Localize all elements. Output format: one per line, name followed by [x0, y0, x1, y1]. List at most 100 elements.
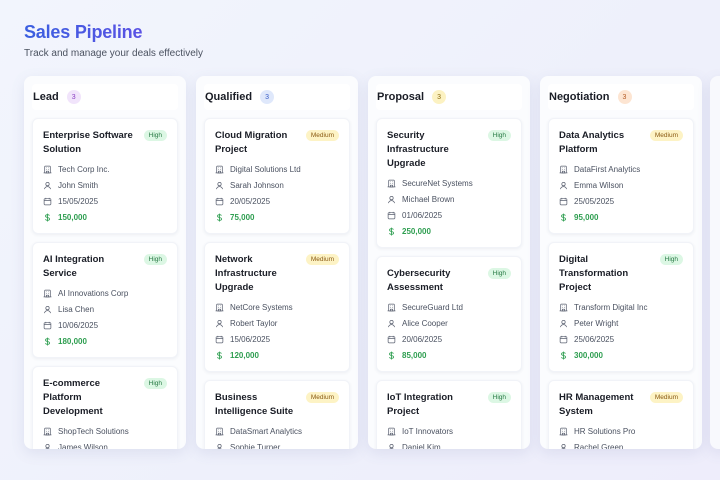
- deal-card[interactable]: Data Analytics Platform Medium DataFirst…: [548, 118, 694, 234]
- company-row: SecureNet Systems: [387, 175, 511, 191]
- deal-card[interactable]: AI Integration Service High AI Innovatio…: [32, 242, 178, 358]
- company-name: NetCore Systems: [230, 302, 293, 312]
- company-name: DataFirst Analytics: [574, 164, 641, 174]
- value-row: 75,000: [215, 209, 339, 225]
- priority-badge: Medium: [305, 130, 339, 141]
- dollar-icon: [560, 213, 567, 221]
- deal-card[interactable]: Business Intelligence Suite Medium DataS…: [204, 380, 350, 449]
- priority-badge: High: [143, 254, 167, 265]
- deal-card[interactable]: HR Management System Medium HR Solutions…: [548, 380, 694, 449]
- contact-name: Sarah Johnson: [230, 180, 284, 190]
- contact-name: Emma Wilson: [574, 180, 624, 190]
- contact-row: Peter Wright: [559, 315, 683, 331]
- building-icon: [559, 427, 568, 435]
- user-icon: [560, 181, 567, 189]
- contact-name: Rachel Green: [574, 442, 624, 450]
- contact-name: Alice Cooper: [402, 318, 448, 328]
- deal-title: IoT Integration Project: [387, 392, 453, 417]
- deal-card[interactable]: Cloud Migration Project Medium Digital S…: [204, 118, 350, 234]
- deal-title: Network Infrastructure Upgrade: [215, 254, 277, 293]
- date-row: 01/06/2025: [387, 207, 511, 223]
- card-list[interactable]: Data Analytics Platform Medium DataFirst…: [548, 118, 694, 449]
- company-row: AI Innovations Corp: [43, 285, 167, 301]
- column-count-badge: 3: [66, 90, 81, 104]
- contact-row: Michael Brown: [387, 191, 511, 207]
- column-count-badge: 3: [432, 90, 447, 104]
- building-icon: [215, 303, 224, 311]
- company-row: IoT Innovators: [387, 423, 511, 439]
- pipeline-column-qualified: Qualified 3 Cloud Migration Project Medi…: [196, 76, 358, 449]
- building-icon: [43, 165, 52, 173]
- company-name: HR Solutions Pro: [574, 426, 636, 436]
- calendar-icon: [559, 197, 568, 205]
- page-subtitle: Track and manage your deals effectively: [24, 48, 203, 59]
- contact-name: Sophie Turner: [230, 442, 281, 450]
- pipeline-column-lead: Lead 3 Enterprise Software Solution High…: [24, 76, 186, 449]
- deal-value: 250,000: [402, 226, 431, 236]
- deal-value: 120,000: [230, 350, 259, 360]
- date-row: 25/06/2025: [559, 331, 683, 347]
- close-date: 15/05/2025: [58, 196, 99, 206]
- user-icon: [560, 319, 567, 327]
- contact-name: Daniel Kim: [402, 442, 441, 450]
- priority-badge: Medium: [305, 254, 339, 265]
- value-row: 150,000: [43, 209, 167, 225]
- deal-card[interactable]: Network Infrastructure Upgrade Medium Ne…: [204, 242, 350, 372]
- user-icon: [216, 443, 223, 449]
- value-row: 95,000: [559, 209, 683, 225]
- column-count-badge: 3: [260, 90, 275, 104]
- dollar-icon: [44, 337, 51, 345]
- dollar-icon: [44, 213, 51, 221]
- deal-value: 85,000: [402, 350, 427, 360]
- card-list[interactable]: Cloud Migration Project Medium Digital S…: [204, 118, 350, 449]
- contact-row: Alice Cooper: [387, 315, 511, 331]
- priority-badge: Medium: [649, 130, 683, 141]
- deal-card[interactable]: IoT Integration Project High IoT Innovat…: [376, 380, 522, 449]
- building-icon: [43, 289, 52, 297]
- page-title: Sales Pipeline: [24, 20, 203, 44]
- close-date: 20/06/2025: [402, 334, 443, 344]
- deal-card[interactable]: Security Infrastructure Upgrade High Sec…: [376, 118, 522, 248]
- deal-value: 300,000: [574, 350, 603, 360]
- deal-card[interactable]: Enterprise Software Solution High Tech C…: [32, 118, 178, 234]
- deal-title: HR Management System: [559, 392, 634, 417]
- deal-title: Cloud Migration Project: [215, 130, 288, 155]
- dollar-icon: [388, 227, 395, 235]
- column-header: Proposal 3: [376, 84, 522, 110]
- contact-row: Daniel Kim: [387, 439, 511, 449]
- contact-row: Emma Wilson: [559, 177, 683, 193]
- value-row: 85,000: [387, 347, 511, 363]
- company-name: AI Innovations Corp: [58, 288, 129, 298]
- company-name: Digital Solutions Ltd: [230, 164, 301, 174]
- contact-row: Lisa Chen: [43, 301, 167, 317]
- close-date: 15/06/2025: [230, 334, 271, 344]
- building-icon: [43, 427, 52, 435]
- close-date: 20/05/2025: [230, 196, 271, 206]
- card-list[interactable]: Enterprise Software Solution High Tech C…: [32, 118, 178, 449]
- calendar-icon: [559, 335, 568, 343]
- deal-card[interactable]: Digital Transformation Project High Tran…: [548, 242, 694, 372]
- deal-card[interactable]: Cybersecurity Assessment High SecureGuar…: [376, 256, 522, 372]
- contact-name: John Smith: [58, 180, 99, 190]
- user-icon: [216, 181, 223, 189]
- offscreen-column-edge: [710, 76, 720, 449]
- priority-badge: High: [487, 392, 511, 403]
- card-list[interactable]: Security Infrastructure Upgrade High Sec…: [376, 118, 522, 449]
- deal-value: 150,000: [58, 212, 87, 222]
- date-row: 15/06/2025: [215, 331, 339, 347]
- calendar-icon: [43, 321, 52, 329]
- dollar-icon: [216, 213, 223, 221]
- user-icon: [216, 319, 223, 327]
- priority-badge: High: [659, 254, 683, 265]
- company-name: IoT Innovators: [402, 426, 453, 436]
- deal-value: 95,000: [574, 212, 599, 222]
- building-icon: [387, 303, 396, 311]
- date-row: 15/05/2025: [43, 193, 167, 209]
- value-row: 180,000: [43, 333, 167, 349]
- user-icon: [44, 181, 51, 189]
- building-icon: [387, 179, 396, 187]
- company-row: SecureGuard Ltd: [387, 299, 511, 315]
- user-icon: [560, 443, 567, 449]
- date-row: 25/05/2025: [559, 193, 683, 209]
- deal-card[interactable]: E-commerce Platform Development High Sho…: [32, 366, 178, 449]
